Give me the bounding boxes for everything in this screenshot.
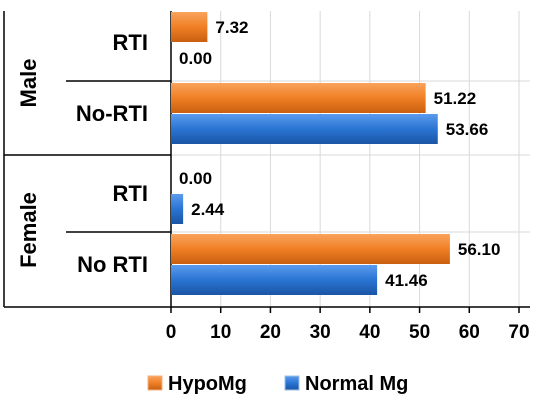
data-label-hypomg: 56.10	[458, 240, 501, 259]
category-label: No-RTI	[76, 101, 148, 126]
legend-swatch-normal-mg	[284, 375, 300, 391]
data-label-normal-mg: 0.00	[179, 49, 212, 68]
gridlines	[171, 11, 530, 307]
bar-hypomg	[171, 12, 208, 42]
x-tick-label: 20	[260, 322, 281, 343]
legend-swatch-hypomg	[147, 375, 163, 391]
data-label-normal-mg: 41.46	[385, 271, 428, 290]
category-label: No RTI	[77, 252, 148, 277]
bar-normal-mg	[171, 265, 378, 295]
labels: 7.32 51.22 0.00 56.10 0.00 53.66 2.44 41.46 RTI N…	[16, 18, 500, 290]
bar-hypomg	[171, 83, 426, 113]
x-tick-label: 70	[508, 322, 529, 343]
legend-label-normal-mg: Normal Mg	[305, 373, 408, 395]
legend: HypoMg Normal Mg	[147, 373, 408, 395]
bar-normal-mg	[171, 114, 438, 144]
data-label-normal-mg: 53.66	[446, 120, 489, 139]
x-tick-label: 0	[166, 322, 177, 343]
bar-hypomg	[171, 234, 450, 264]
x-tick-label: 40	[359, 322, 380, 343]
group-label: Male	[16, 59, 41, 108]
category-label: RTI	[113, 181, 148, 206]
data-label-hypomg: 7.32	[215, 18, 248, 37]
legend-label-hypomg: HypoMg	[168, 373, 247, 395]
plot-frame	[3, 11, 530, 313]
category-label: RTI	[113, 30, 148, 55]
bars	[171, 12, 450, 295]
data-label-hypomg: 0.00	[179, 169, 212, 188]
x-tick-label: 10	[210, 322, 231, 343]
x-tick-label: 60	[459, 322, 480, 343]
bar-normal-mg	[171, 194, 184, 224]
group-label: Female	[16, 192, 41, 268]
x-axis-ticks: 0 10 20 30 40 50 60 70	[166, 322, 530, 343]
x-tick-label: 30	[310, 322, 331, 343]
x-tick-label: 50	[409, 322, 430, 343]
data-label-hypomg: 51.22	[434, 89, 477, 108]
data-label-normal-mg: 2.44	[191, 200, 225, 219]
